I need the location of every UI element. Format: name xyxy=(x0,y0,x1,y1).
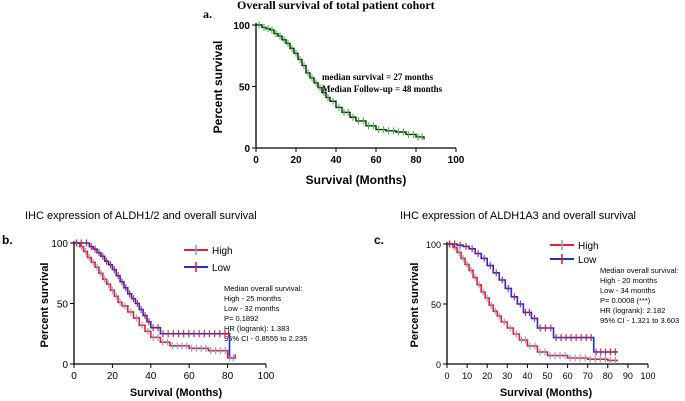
p0-y-tick-label: 100 xyxy=(233,21,250,32)
p0-x-tick-label: 100 xyxy=(448,155,465,166)
panel-c-xlabel: Survival (Months) xyxy=(500,387,593,399)
panel-b-legend-high: High xyxy=(212,246,233,257)
panel-b-stats-5: 95% CI - 0.8555 to 2.235 xyxy=(224,334,307,343)
p0-y-tick-label: 0 xyxy=(244,144,250,155)
p2-x-tick-label: 90 xyxy=(623,371,633,381)
panel-c-stats-5: 95% CI - 1.321 to 3.603 xyxy=(600,316,679,325)
p0-x-tick-label: 80 xyxy=(410,155,422,166)
p1-y-tick-label: 0 xyxy=(62,360,68,371)
p2-x-tick-label: 80 xyxy=(603,371,613,381)
panel-b-label: b. xyxy=(2,233,13,247)
p1-x-tick-label: 40 xyxy=(145,371,157,382)
p0-x-tick-label: 60 xyxy=(370,155,382,166)
panel-b-stats-3: P= 0.1892 xyxy=(224,314,258,323)
panel-b-stats-0: Median overall survival: xyxy=(224,284,302,293)
p1-x-tick-label: 80 xyxy=(222,371,234,382)
p2-x-tick-label: 20 xyxy=(482,371,492,381)
p2-x-tick-label: 40 xyxy=(522,371,532,381)
panel-c-ylabel: Percent survival xyxy=(409,263,421,348)
p1-series-low-line xyxy=(74,242,231,357)
p1-series-high-line xyxy=(74,242,237,359)
panel-b-xlabel: Survival (Months) xyxy=(130,387,223,399)
p2-x-tick-label: 30 xyxy=(502,371,512,381)
p2-y-tick-label: 0 xyxy=(436,360,441,370)
panel-a-title: Overall survival of total patient cohort xyxy=(237,0,435,12)
panel-b-legend-low: Low xyxy=(212,263,231,274)
panel-b-title: IHC expression of ALDH1/2 and overall su… xyxy=(25,210,257,222)
p1-x-tick-label: 20 xyxy=(107,371,119,382)
p2-x-tick-label: 50 xyxy=(542,371,552,381)
p1-x-tick-label: 0 xyxy=(71,371,77,382)
p2-x-tick-label: 60 xyxy=(563,371,573,381)
p2-y-tick-label: 50 xyxy=(431,300,441,310)
p1-y-tick-label: 50 xyxy=(57,300,69,311)
p1-x-tick-label: 100 xyxy=(258,371,275,382)
p2-x-tick-label: 70 xyxy=(583,371,593,381)
panel-c-legend-low: Low xyxy=(578,255,597,266)
panel-c-label: c. xyxy=(374,233,384,247)
panel-c-title: IHC expression of ALDH1A3 and overall su… xyxy=(400,210,636,222)
panel-a-ylabel: Percent survival xyxy=(211,41,225,134)
panel-a-label: a. xyxy=(203,7,212,21)
panel-c-stats-4: HR (logrank): 2.182 xyxy=(600,306,665,315)
panel-c-stats-2: Low - 34 months xyxy=(600,286,656,295)
p2-series-low-line xyxy=(447,243,618,353)
p2-y-tick-label: 100 xyxy=(426,240,441,250)
p1-y-tick-label: 100 xyxy=(51,239,68,250)
panel-c-stats-0: Median overall survival: xyxy=(600,266,678,275)
panel-a-annotation-1: median survival = 27 months xyxy=(322,72,434,82)
p0-x-tick-label: 0 xyxy=(253,155,259,166)
p2-x-tick-label: 0 xyxy=(444,371,449,381)
panel-c-stats-1: High - 20 months xyxy=(600,276,657,285)
panel-b-stats-1: High - 25 months xyxy=(224,294,281,303)
panel-b-ylabel: Percent survival xyxy=(39,263,51,348)
p2-x-tick-label: 100 xyxy=(640,371,655,381)
panel-b-stats-2: Low - 32 months xyxy=(224,304,280,313)
panel-a-annotation-2: Median Follow-up = 48 months xyxy=(322,84,443,94)
p1-x-tick-label: 60 xyxy=(184,371,196,382)
panel-b-stats-4: HR (logrank): 1.383 xyxy=(224,324,289,333)
p2-x-tick-label: 10 xyxy=(462,371,472,381)
p0-series-total-cohort-line xyxy=(256,24,425,140)
p0-x-tick-label: 20 xyxy=(290,155,302,166)
panel-a-xlabel: Survival (Months) xyxy=(306,173,407,187)
panel-c-stats-3: P= 0.0008 (***) xyxy=(600,296,651,305)
panel-c-legend-high: High xyxy=(578,241,599,252)
p0-y-tick-label: 50 xyxy=(239,83,251,94)
p0-x-tick-label: 40 xyxy=(330,155,342,166)
